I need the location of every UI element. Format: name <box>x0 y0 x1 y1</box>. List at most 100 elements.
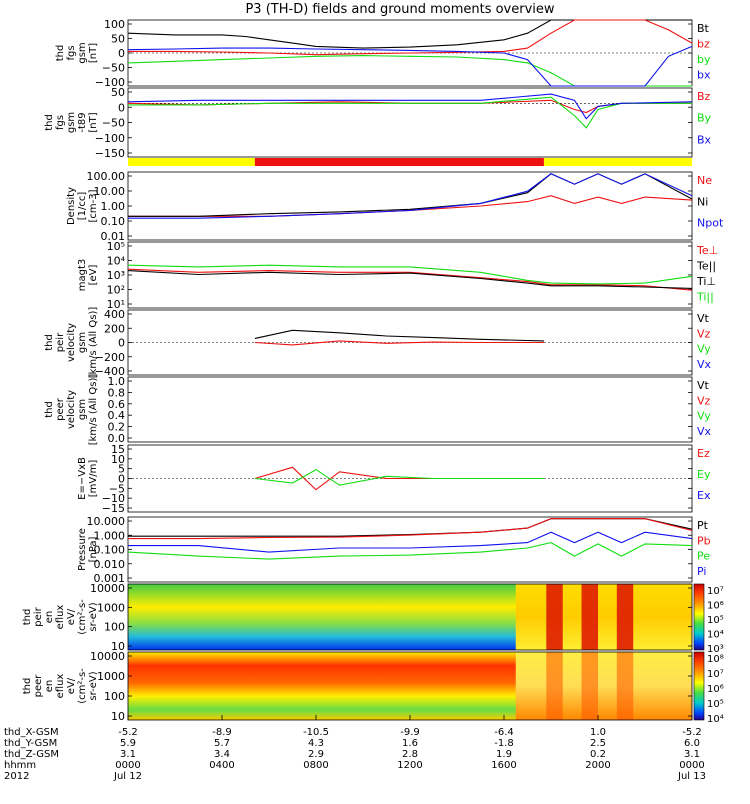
spectrogram-band <box>581 652 598 720</box>
y-tick-label: 0.001 <box>94 572 126 585</box>
y-axis-label-line: peir <box>33 606 44 626</box>
y-axis-label-line: [nT] <box>88 112 99 132</box>
y-axis-label: Density [1/cc] [cm-3] <box>66 187 99 225</box>
y-tick-label: 10 <box>111 710 125 723</box>
y-tick-label: 50 <box>111 33 125 46</box>
y-ticks: 1.00.80.60.40.20.0 <box>108 375 692 445</box>
legend: Vt Vz Vy Vx <box>697 379 712 438</box>
series-line <box>128 518 693 537</box>
x-row-value: 1200 <box>397 760 422 771</box>
legend-entry: Vz <box>697 394 711 407</box>
y-axis-label-line: eV/ <box>66 677 77 694</box>
x-row-value: 0400 <box>209 760 234 771</box>
y-axis-label: thd peir en eflux eV/(cm²-s-sr-eV) <box>22 599 99 635</box>
y-tick-label: 10.00 <box>94 185 126 198</box>
y-ticks: 100 500 −50−100 <box>95 18 692 89</box>
y-tick-label: 0.0 <box>108 432 126 445</box>
series-line <box>254 340 544 346</box>
series-layer <box>127 518 693 560</box>
y-tick-label: −50 <box>102 117 125 130</box>
series-line <box>128 96 692 129</box>
series-layer <box>127 19 693 87</box>
legend-entry: Vx <box>697 358 712 371</box>
colorbar-scale <box>693 583 705 651</box>
y-tick-label: 100 <box>104 621 125 634</box>
legend-entry: Ti⊥ <box>696 275 716 288</box>
colorbar-tick-label: 10⁶ <box>707 684 724 695</box>
y-axis-label-line: eflux <box>55 674 66 699</box>
series-line <box>254 468 544 486</box>
y-axis-label-line: fgs <box>66 45 77 60</box>
legend-entry: Vy <box>697 343 711 356</box>
y-axis-label-line: [mV/m] <box>88 460 99 498</box>
y-ticks: 10000 1000 100 10 <box>90 582 692 653</box>
series-line <box>127 99 692 114</box>
legend-entry: bx <box>697 69 711 82</box>
y-tick-label: 0.8 <box>108 386 126 399</box>
y-axis-label-line: thd <box>44 334 55 351</box>
y-axis-label: Pressure [nPa] <box>77 528 99 571</box>
x-row-value: 2000 <box>585 760 610 771</box>
legend-entry: by <box>697 53 711 66</box>
legend-entry: Vy <box>697 410 711 423</box>
x-row-value: -8.9 <box>212 727 232 738</box>
y-tick-label: 1.000 <box>94 529 126 542</box>
legend: Pt Pb Pe Pi <box>697 519 711 578</box>
legend-entry: Vt <box>697 312 710 325</box>
y-tick-label: 10³ <box>107 269 125 282</box>
y-axis-label-line: [nT] <box>88 43 99 63</box>
x-row-value: 4.3 <box>308 738 324 749</box>
y-tick-label: 50 <box>111 86 125 99</box>
legend-entry: Npot <box>697 217 724 230</box>
colorbar-tick-label: 10⁸ <box>707 654 724 665</box>
y-tick-label: 10⁴ <box>107 255 126 268</box>
x-row-value: 6.0 <box>684 738 700 749</box>
y-tick-label: 0.4 <box>108 409 126 422</box>
spectrogram-band <box>546 584 563 650</box>
spectrogram-late-region <box>515 584 692 650</box>
y-axis-label-line: peer <box>33 674 44 698</box>
panel-fgs_t89: 50 0 −50 −100 −150 thd fgs gsm -t89 [nT] Bz By Bx <box>44 86 712 160</box>
y-ticks: 100.00 10.00 1.00 0.10 0.01 <box>87 170 692 243</box>
spectrogram-late-region <box>515 652 692 720</box>
series-line <box>127 45 693 87</box>
y-tick-label: 10¹ <box>107 298 125 311</box>
y-tick-label: 0.10 <box>101 215 126 228</box>
x-row-value: 3.1 <box>684 749 700 760</box>
colorbar-tick-label: 10⁴ <box>707 714 724 725</box>
x-row-value: 3.1 <box>120 749 136 760</box>
legend-entry: Pb <box>697 534 711 547</box>
y-axis-label-line: gsm <box>66 112 77 133</box>
y-axis-label-line: velocity <box>66 390 77 429</box>
x-row-value: 1600 <box>491 760 516 771</box>
y-axis-label: E=−VxB [mV/m] <box>77 457 99 500</box>
y-tick-label: 100 <box>104 18 125 31</box>
panel-frame <box>127 583 693 651</box>
y-axis-label-line: Pressure <box>77 528 88 571</box>
y-axis-label-line: [1/cc] <box>77 192 88 221</box>
mode-bar <box>128 158 692 166</box>
y-axis-label-line: [cm-3] <box>88 189 99 222</box>
y-tick-label: 5 <box>118 463 125 476</box>
series-line <box>128 195 693 217</box>
colorbar-tick-label: 10⁵ <box>707 699 724 710</box>
colorbar-tick-label: 10³ <box>707 644 724 655</box>
y-axis-label-line: fgs <box>55 115 66 130</box>
x-row-value: 2.8 <box>402 749 418 760</box>
y-tick-label: 15 <box>111 443 125 456</box>
series-line <box>127 19 692 49</box>
panel-frame <box>127 516 693 583</box>
y-ticks: 10000 1000 100 10 <box>90 650 692 723</box>
y-tick-label: 10000 <box>90 650 125 663</box>
y-tick-label: 10 <box>111 453 125 466</box>
x-row-value: -5.2 <box>682 727 702 738</box>
series-line <box>127 268 693 291</box>
mode-bar-segment <box>128 158 255 166</box>
legend-entry: Bx <box>697 133 712 146</box>
